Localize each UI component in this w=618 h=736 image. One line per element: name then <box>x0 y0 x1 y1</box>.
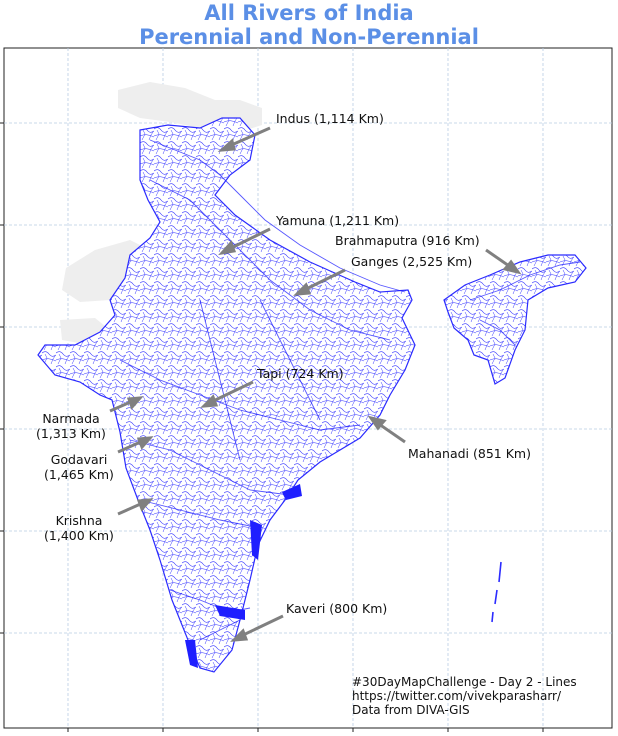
label-krishna-length: (1,400 Km) <box>44 528 114 543</box>
map-subtitle: Perennial and Non-Perennial <box>139 25 479 49</box>
label-godavari-length: (1,465 Km) <box>44 467 114 482</box>
map-title: All Rivers of India <box>204 1 414 25</box>
label-brahmaputra: Brahmaputra (916 Km) <box>335 233 480 248</box>
credit-link[interactable]: https://twitter.com/vivekparasharr/ <box>352 689 562 703</box>
label-godavari-name: Godavari <box>50 452 108 467</box>
label-indus: Indus (1,114 Km) <box>276 111 384 126</box>
label-narmada-name: Narmada <box>42 411 100 426</box>
label-tapi: Tapi (724 Km) <box>257 366 344 381</box>
label-narmada: Narmada (1,313 Km) <box>32 411 110 441</box>
label-ganges: Ganges (2,525 Km) <box>351 254 473 269</box>
credit-data-source: Data from DIVA-GIS <box>352 703 470 717</box>
label-godavari: Godavari (1,465 Km) <box>40 452 118 482</box>
label-mahanadi: Mahanadi (851 Km) <box>408 446 531 461</box>
axis-ticks <box>0 122 544 732</box>
label-krishna: Krishna (1,400 Km) <box>40 513 118 543</box>
label-kaveri: Kaveri (800 Km) <box>286 601 388 616</box>
label-krishna-name: Krishna <box>55 513 103 528</box>
label-narmada-length: (1,313 Km) <box>36 426 106 441</box>
label-yamuna: Yamuna (1,211 Km) <box>276 213 400 228</box>
annotation-arrows <box>109 126 522 642</box>
credit-challenge: #30DayMapChallenge - Day 2 - Lines <box>352 675 577 689</box>
